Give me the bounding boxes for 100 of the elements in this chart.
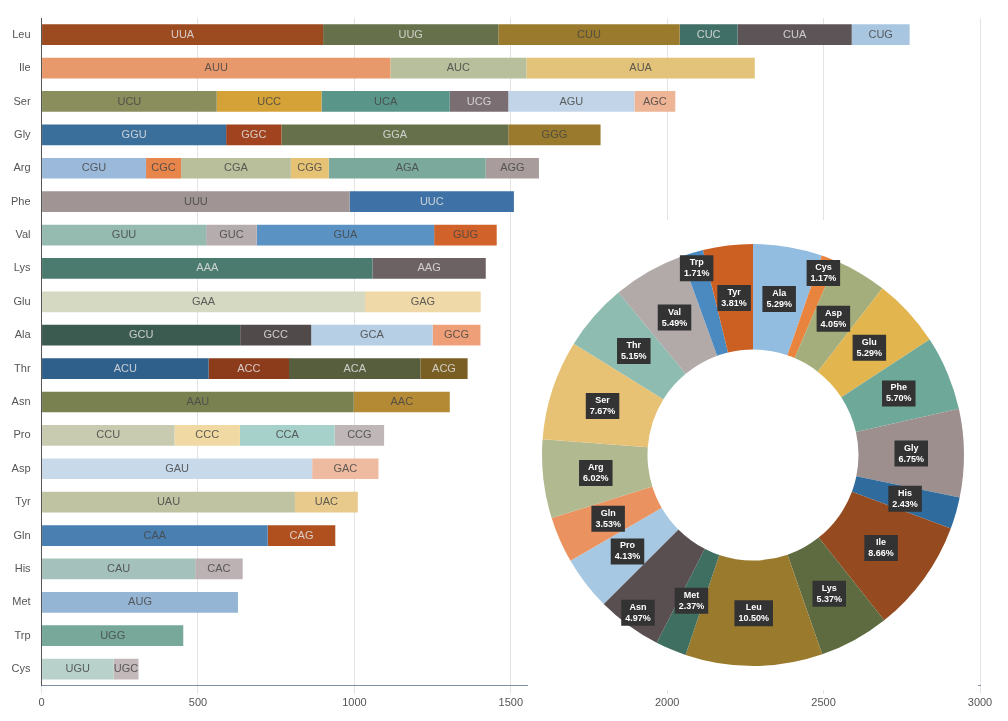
data-label: GCU <box>128 328 154 341</box>
bar <box>365 291 481 313</box>
data-label: 5.37% <box>816 593 842 604</box>
bar <box>851 24 910 46</box>
data-label: ACG <box>432 361 456 374</box>
y-tick-label: Ile <box>18 61 31 74</box>
data-label: CCA <box>275 428 300 441</box>
data-label: UCA <box>374 94 398 107</box>
data-label: CAA <box>143 528 167 541</box>
bar <box>42 24 324 46</box>
data-label: GUC <box>219 228 244 241</box>
data-label: UCG <box>466 94 492 107</box>
slice-label: Ala <box>772 287 788 298</box>
data-label: 4.97% <box>625 612 651 623</box>
bar <box>216 91 322 112</box>
y-tick-label: Asn <box>11 395 31 408</box>
data-label: ACA <box>343 361 367 374</box>
bar <box>311 324 433 346</box>
data-label: CAC <box>207 561 231 574</box>
data-label: 1.17% <box>810 272 837 283</box>
y-tick-label: Lys <box>13 261 32 274</box>
bar <box>240 324 312 346</box>
data-label: AAG <box>417 261 441 274</box>
bar <box>289 358 421 379</box>
bar <box>42 658 114 680</box>
y-tick-label: Pro <box>13 428 31 441</box>
slice-label: Val <box>668 306 682 317</box>
data-label: GCC <box>263 328 288 341</box>
bar <box>42 291 366 313</box>
x-tick-label: 2000 <box>654 696 680 709</box>
y-tick-label: Arg <box>13 161 31 174</box>
data-label: UAC <box>314 495 339 508</box>
data-label: GCA <box>359 328 385 341</box>
data-label: CGG <box>297 161 323 174</box>
bar <box>42 157 147 179</box>
data-label: 5.29% <box>856 347 883 358</box>
data-label: UGG <box>100 628 126 641</box>
bar <box>312 458 379 480</box>
data-label: GUA <box>333 228 359 241</box>
slice-label: Tyr <box>727 286 742 297</box>
bar <box>42 224 207 246</box>
y-tick-label: His <box>14 561 32 574</box>
slice-label: Gln <box>600 507 616 518</box>
x-tick-label: 3000 <box>967 696 993 709</box>
bar <box>42 558 196 580</box>
bar <box>181 157 291 179</box>
slice-label: Ser <box>595 394 611 405</box>
slice-label: His <box>898 487 913 498</box>
bar <box>508 91 635 112</box>
bar <box>321 91 450 112</box>
data-label: GGU <box>121 127 147 140</box>
data-label: UUC <box>419 194 444 207</box>
data-label: UGC <box>113 662 139 675</box>
bar <box>42 358 209 379</box>
data-label: 2.37% <box>678 600 705 611</box>
bar <box>485 157 539 179</box>
data-label: 2.43% <box>892 498 918 509</box>
bar <box>42 391 354 413</box>
data-label: 4.05% <box>820 318 847 329</box>
x-tick-label: 0 <box>38 696 45 709</box>
bar <box>208 358 289 379</box>
bar <box>526 57 755 79</box>
bar <box>42 191 350 212</box>
data-label: CUC <box>696 27 721 40</box>
bar <box>267 525 336 546</box>
x-tick-label: 500 <box>188 696 208 709</box>
data-label: CUA <box>783 27 807 40</box>
data-label: CAG <box>289 528 314 541</box>
slice-label: Glu <box>861 336 877 347</box>
slice-label: Phe <box>890 382 908 393</box>
y-tick-label: Gly <box>14 127 32 140</box>
slice-label: Trp <box>689 257 705 268</box>
data-label: AGU <box>559 94 584 107</box>
data-label: CAU <box>107 561 131 574</box>
data-label: AAC <box>390 395 414 408</box>
slice-label: Lys <box>821 582 837 593</box>
y-tick-label: Ala <box>14 328 32 341</box>
y-tick-label: Trp <box>14 628 31 641</box>
y-tick-label: Glu <box>13 294 31 307</box>
bar <box>42 525 268 546</box>
bar <box>42 625 184 647</box>
data-label: UCU <box>117 94 142 107</box>
bar <box>42 124 227 146</box>
bar <box>420 358 468 379</box>
data-label: CCG <box>347 428 372 441</box>
data-label: AUG <box>128 595 152 608</box>
data-label: UAU <box>156 495 181 508</box>
y-tick-label: Thr <box>14 361 31 374</box>
data-label: CUU <box>577 27 601 40</box>
data-label: 5.70% <box>886 393 912 404</box>
data-label: UUU <box>183 194 208 207</box>
data-label: GAC <box>333 461 358 474</box>
data-label: GGA <box>382 127 408 140</box>
x-tick-label: 1500 <box>498 696 524 709</box>
slice-label: Pro <box>619 540 636 551</box>
bar <box>679 24 738 46</box>
slice-label: Gly <box>903 442 919 453</box>
data-label: GAA <box>191 294 216 307</box>
data-label: UGU <box>65 662 91 675</box>
y-tick-label: Asp <box>11 461 31 474</box>
